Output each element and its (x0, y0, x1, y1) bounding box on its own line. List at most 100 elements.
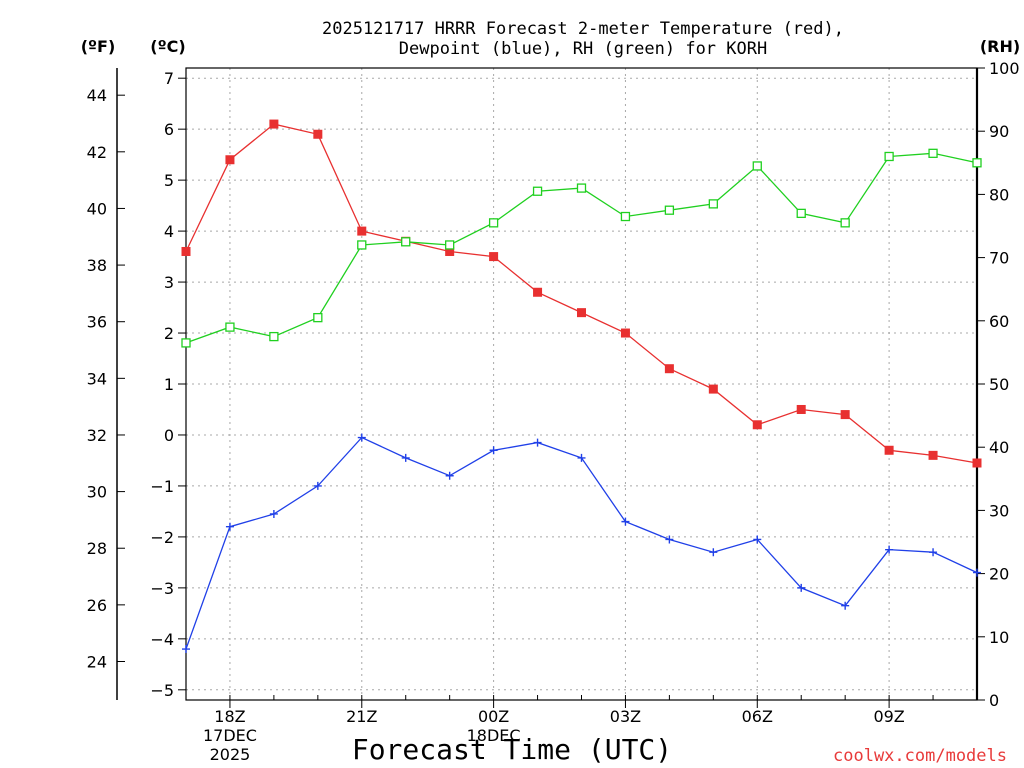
celsius-tick-label: −2 (150, 528, 174, 547)
temperature-point (840, 410, 850, 420)
temperature-point (577, 308, 586, 318)
rh-point (313, 312, 323, 323)
rh-tick-label: 0 (989, 691, 999, 710)
dewpoint-point (269, 509, 278, 518)
rh-tick-label: 90 (989, 122, 1009, 141)
dewpoint-point (709, 548, 718, 557)
series-rh (181, 148, 982, 348)
rh-point (620, 211, 631, 222)
x-tick-label: 09Z (873, 707, 904, 726)
dewpoint-point (533, 438, 542, 447)
dewpoint-point (841, 601, 850, 610)
celsius-tick-label: −5 (150, 681, 174, 700)
year-label: 2025 (210, 745, 251, 764)
dewpoint-point (489, 446, 498, 455)
chart-title-line1: 2025121717 HRRR Forecast 2-meter Tempera… (322, 19, 844, 39)
rh-tick-label: 40 (989, 438, 1009, 457)
rh-tick-label: 20 (989, 565, 1009, 584)
rh-axis-unit: (RH) (980, 37, 1020, 56)
grid-lines (186, 68, 977, 700)
rh-point (752, 161, 762, 171)
fahrenheit-tick-label: 36 (87, 313, 107, 332)
fahrenheit-tick-label: 28 (87, 539, 107, 558)
rh-point (928, 148, 938, 158)
chart-title-line2: Dewpoint (blue), RH (green) for KORH (399, 39, 767, 59)
dewpoint-point (445, 471, 454, 480)
dewpoint-point (665, 535, 674, 544)
rh-point (357, 240, 367, 250)
temperature-point (884, 445, 894, 455)
rh-tick-label: 50 (989, 375, 1009, 394)
celsius-axis-unit: (ºC) (150, 37, 185, 56)
credit-text: coolwx.com/models (833, 746, 1007, 766)
dewpoint-point (401, 453, 410, 462)
celsius-tick-label: 3 (164, 273, 174, 292)
temperature-point (225, 155, 235, 165)
rh-tick-label: 30 (989, 501, 1009, 520)
rh-point (181, 338, 191, 348)
temperature-point (313, 129, 323, 139)
dewpoint-point (797, 583, 806, 592)
celsius-tick-label: 1 (164, 375, 174, 394)
rh-point (445, 240, 455, 250)
temperature-point (533, 287, 543, 297)
rh-point (840, 218, 850, 228)
celsius-tick-label: −4 (150, 630, 174, 649)
fahrenheit-tick-label: 26 (87, 596, 107, 615)
celsius-tick-label: 5 (164, 171, 174, 190)
temperature-point (181, 246, 191, 256)
fahrenheit-tick-label: 32 (87, 426, 107, 445)
fahrenheit-tick-label: 40 (87, 199, 107, 218)
rh-tick-label: 80 (989, 185, 1009, 204)
fahrenheit-tick-label: 42 (87, 143, 107, 162)
temperature-point (269, 119, 279, 129)
temperature-point (928, 450, 938, 460)
dewpoint-line (185, 436, 978, 650)
temperature-line (185, 123, 978, 464)
celsius-tick-label: 7 (164, 69, 174, 88)
rh-point (488, 218, 499, 228)
celsius-tick-label: 2 (164, 324, 174, 343)
series-temperature (181, 119, 982, 468)
temperature-point (620, 328, 630, 338)
rh-point (401, 237, 411, 247)
dewpoint-point (973, 568, 981, 577)
fahrenheit-tick-label: 24 (87, 652, 107, 671)
rh-point (972, 158, 982, 168)
celsius-tick-label: 6 (164, 120, 174, 139)
x-axis-label: Forecast Time (UTC) (352, 733, 672, 766)
temperature-point (796, 404, 806, 414)
tick-labels: −5−4−3−2−1012345672426283032343638404244… (87, 59, 1020, 764)
rh-tick-label: 100 (989, 59, 1020, 78)
x-tick-label: 21Z (346, 707, 377, 726)
x-tick-label: 03Z (610, 707, 641, 726)
temperature-point (357, 226, 367, 236)
rh-point (225, 322, 235, 332)
celsius-tick-label: −1 (150, 477, 174, 496)
x-tick-label: 18Z (214, 707, 245, 726)
rh-point (796, 208, 806, 219)
temperature-point (752, 420, 762, 430)
dewpoint-point (929, 548, 938, 557)
temperature-point (664, 364, 674, 374)
date-label: 17DEC (203, 726, 257, 745)
data-series (181, 119, 982, 654)
celsius-tick-label: 4 (164, 222, 174, 241)
rh-point (664, 205, 675, 215)
temperature-point (489, 252, 499, 262)
date-label: 18DEC (467, 726, 521, 745)
x-tick-label: 00Z (478, 707, 509, 726)
fahrenheit-tick-label: 30 (87, 483, 107, 502)
temperature-point (708, 384, 718, 394)
dewpoint-point (313, 481, 322, 490)
celsius-tick-label: −3 (150, 579, 174, 598)
dewpoint-point (577, 453, 586, 462)
celsius-tick-label: 0 (164, 426, 174, 445)
fahrenheit-tick-label: 44 (87, 86, 107, 105)
fahrenheit-axis-unit: (ºF) (81, 37, 116, 56)
series-dewpoint (182, 433, 981, 654)
dewpoint-point (621, 517, 630, 526)
rh-point (708, 199, 718, 209)
rh-tick-label: 10 (989, 628, 1009, 647)
